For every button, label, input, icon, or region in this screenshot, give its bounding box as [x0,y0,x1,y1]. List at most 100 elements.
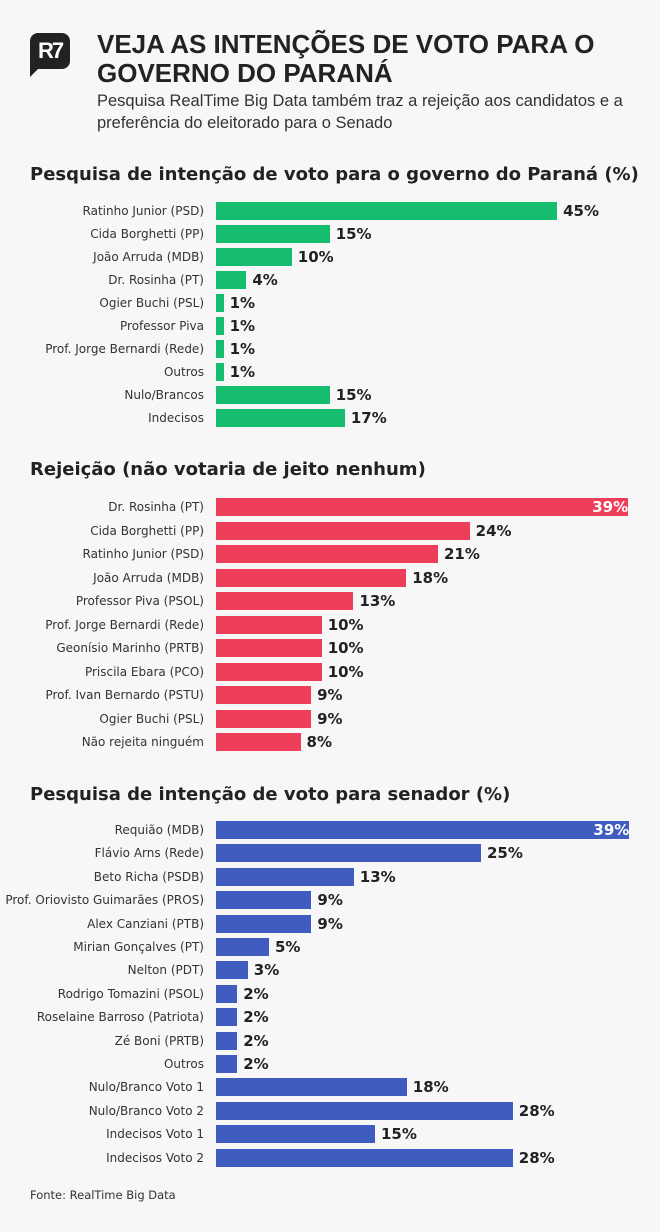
bar-label: Zé Boni (PRTB) [114,1033,204,1048]
bar-row: Mirian Gonçalves (PT) 5% [0,938,660,956]
bar-value-label: 10% [327,615,364,634]
bar-row: Outros 1% [0,363,660,381]
bar-value-label: 2% [243,1031,269,1050]
bar [216,202,558,220]
bar-value-label: 21% [443,545,480,563]
bar-value-label: 9% [317,686,343,704]
bar [216,938,269,956]
page-title: VEJA AS INTENÇÕES DE VOTO PARA O GOVERNO… [97,29,595,88]
bar-label: Prof. Jorge Bernardi (Rede) [45,617,204,632]
bar-row: Prof. Jorge Bernardi (Rede) 1% [0,340,660,358]
bar-value-label: 17% [350,409,387,427]
bar-row: Roselaine Barroso (Patriota) 2% [0,1008,660,1027]
bar-row: Professor Piva (PSOL) 13% [0,592,660,610]
bar-label: Prof. Ivan Bernardo (PSTU) [45,688,204,702]
bar-label: Nulo/Branco Voto 1 [88,1080,204,1095]
bar-label: Requião (MDB) [114,823,204,837]
bar-value-label: 1% [229,340,256,358]
bar-value-label: 9% [317,709,343,728]
bar-label: João Arruda (MDB) [93,250,204,264]
chart-title-governo: Pesquisa de intenção de voto para o gove… [30,164,639,185]
bar-label: Prof. Jorge Bernardi (Rede) [45,342,204,356]
bar-value-label: 13% [359,592,396,610]
bar-row: Flávio Arns (Rede) 25% [0,844,660,863]
bar-value-label: 15% [381,1125,417,1144]
bar-label: Mirian Gonçalves (PT) [73,940,204,954]
bar-value-label: 18% [412,568,449,587]
bar [216,662,322,681]
bar-row: Requião (MDB) 39% [0,821,660,839]
bar-label: Prof. Oriovisto Guimarães (PROS) [5,893,204,908]
page-subtitle: Pesquisa RealTime Big Data também traz a… [97,92,623,132]
bar [216,1008,238,1027]
bar-row: Dr. Rosinha (PT) 39% [0,498,660,516]
bar-label: Cida Borghetti (PP) [90,523,204,538]
bar-row: Nelton (PDT) 3% [0,961,660,980]
bar [216,1125,375,1144]
bar-label: Rodrigo Tomazini (PSOL) [57,986,204,1001]
bar-label: Geonísio Marinho (PRTB) [56,641,204,655]
bar [216,409,345,427]
bar-value-label: 28% [518,1148,555,1167]
bar-row: Dr. Rosinha (PT) 4% [0,271,660,289]
bar-label: Professor Piva (PSOL) [75,594,204,608]
bar-label: Nulo/Branco Voto 2 [88,1103,204,1118]
bar-value-label: 4% [252,271,278,289]
bar-label: Ogier Buchi (PSL) [99,296,204,310]
chart-title-rejeicao: Rejeição (não votaria de jeito nenhum) [30,459,426,480]
bar [216,709,312,728]
bar-value-label: 2% [243,1008,269,1027]
bar [216,271,247,289]
bar [216,363,224,381]
bar [216,639,322,657]
bar-row: Prof. Oriovisto Guimarães (PROS) 9% [0,891,660,910]
bar-value-label: 15% [335,225,372,243]
bar-label: Beto Richa (PSDB) [93,869,204,884]
bar [216,317,224,335]
bar-row: Prof. Jorge Bernardi (Rede) 10% [0,615,660,634]
bar-row: João Arruda (MDB) 10% [0,248,660,266]
bar [216,615,322,634]
bar-label: Roselaine Barroso (Patriota) [36,1010,204,1025]
bar-label: Flávio Arns (Rede) [94,846,204,861]
bar-value-label: 8% [306,733,333,751]
bar-row: Indecisos Voto 1 15% [0,1125,660,1144]
bar-label: Não rejeita ninguém [81,735,204,749]
bar-row: Indecisos Voto 2 28% [0,1148,660,1167]
bar-value-label: 24% [475,521,512,540]
bar-value-label: 18% [412,1078,449,1097]
bar-label: Ogier Buchi (PSL) [99,711,204,726]
bar-value-label: 39% [592,498,629,516]
bar [216,733,301,751]
chart-title-senador: Pesquisa de intenção de voto para senado… [30,784,511,805]
bar [216,1101,513,1120]
bar-value-label: 5% [275,938,301,956]
bar-value-label: 1% [229,363,256,381]
bar-value-label: 28% [518,1101,555,1120]
bar [216,498,629,516]
bar-value-label: 45% [563,202,599,220]
bar [216,248,292,266]
bar-row: Rodrigo Tomazini (PSOL) 2% [0,984,660,1003]
bar-row: Ratinho Junior (PSD) 45% [0,202,660,220]
bar-row: Professor Piva 1% [0,317,660,335]
bar-label: Indecisos [148,411,204,425]
bar-row: Nulo/Branco Voto 2 28% [0,1101,660,1120]
bar-row: Beto Richa (PSDB) 13% [0,867,660,886]
bar-row: Indecisos 17% [0,409,660,427]
bar [216,891,312,910]
bar-row: Nulo/Branco Voto 1 18% [0,1078,660,1097]
bar-label: Outros [163,365,204,379]
bar-row: Ratinho Junior (PSD) 21% [0,545,660,563]
bar-value-label: 25% [487,844,523,863]
bar-label: Nelton (PDT) [127,963,204,978]
bar [216,545,438,563]
bar-row: Não rejeita ninguém 8% [0,733,660,751]
bar-label: Cida Borghetti (PP) [90,227,204,241]
bar-value-label: 13% [359,867,396,886]
bar-row: Cida Borghetti (PP) 15% [0,225,660,243]
bar-row: Ogier Buchi (PSL) 1% [0,294,660,312]
bar-value-label: 9% [317,914,343,933]
bar [216,914,312,933]
bar-row: Geonísio Marinho (PRTB) 10% [0,639,660,657]
